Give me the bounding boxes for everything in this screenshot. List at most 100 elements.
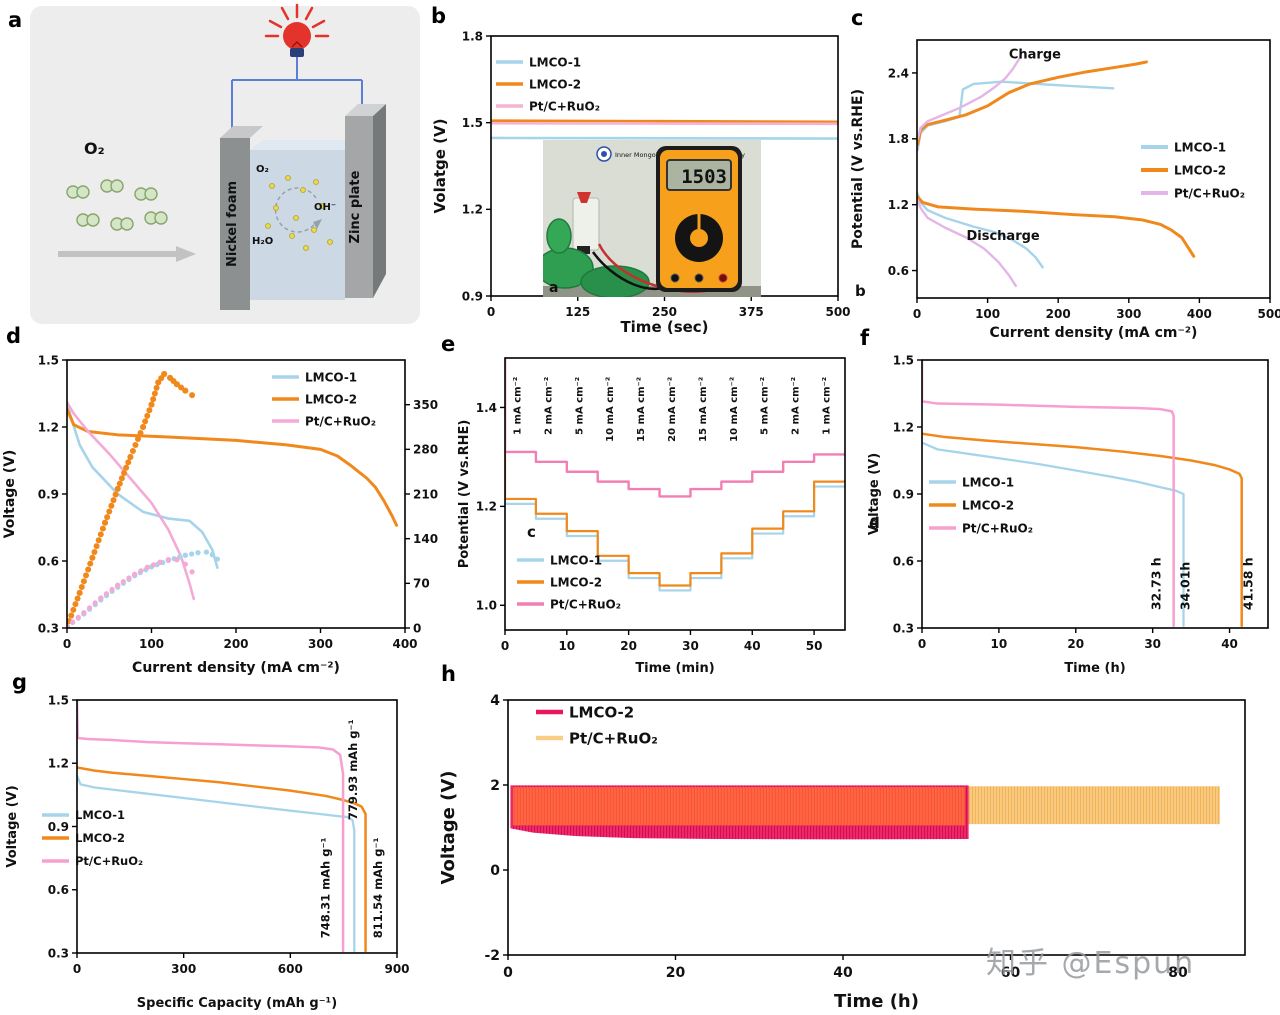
svg-text:41.58 h: 41.58 h	[1241, 557, 1256, 610]
svg-text:1 mA cm⁻²: 1 mA cm⁻²	[822, 377, 833, 435]
svg-text:100: 100	[139, 637, 164, 651]
svg-text:811.54 mAh g⁻¹: 811.54 mAh g⁻¹	[371, 837, 385, 938]
svg-text:LMCO-1: LMCO-1	[529, 55, 581, 69]
svg-text:210: 210	[413, 487, 438, 501]
svg-text:Voltage (V): Voltage (V)	[438, 771, 459, 885]
svg-text:300: 300	[1116, 307, 1141, 321]
svg-text:20 mA cm⁻²: 20 mA cm⁻²	[667, 377, 678, 442]
svg-text:30: 30	[682, 639, 699, 653]
svg-text:748.31 mAh g⁻¹: 748.31 mAh g⁻¹	[318, 837, 332, 938]
svg-text:100: 100	[975, 307, 1000, 321]
svg-text:1.8: 1.8	[888, 132, 909, 146]
svg-text:0.6: 0.6	[888, 264, 909, 278]
svg-text:500: 500	[1257, 307, 1280, 321]
chart-f: 0 10 20 30 40 0.3 0.6 0.9 1.2 1.5 Time (h) Voltage …	[867, 353, 1269, 676]
svg-text:b: b	[855, 282, 866, 300]
svg-text:Volatge (V): Volatge (V)	[431, 119, 449, 214]
svg-text:0: 0	[918, 637, 926, 651]
svg-text:0.3: 0.3	[48, 946, 69, 960]
svg-text:Potential (V vs.RHE): Potential (V vs.RHE)	[457, 420, 472, 569]
svg-text:1.2: 1.2	[476, 500, 497, 514]
svg-text:Pt/C+RuO₂: Pt/C+RuO₂	[305, 414, 376, 428]
h2o-label: H₂O	[252, 236, 273, 247]
svg-text:c: c	[527, 523, 536, 541]
svg-text:0: 0	[73, 962, 81, 976]
svg-text:2 mA cm⁻²: 2 mA cm⁻²	[791, 377, 802, 435]
svg-text:0.3: 0.3	[893, 621, 914, 635]
panel-label-e: e	[441, 332, 456, 356]
svg-text:50: 50	[806, 639, 823, 653]
test-battery	[572, 192, 600, 254]
svg-text:400: 400	[392, 637, 417, 651]
svg-text:375: 375	[739, 305, 764, 319]
svg-text:1 mA cm⁻²: 1 mA cm⁻²	[512, 377, 523, 435]
svg-text:1.5: 1.5	[462, 116, 483, 130]
svg-text:LMCO-2: LMCO-2	[1174, 163, 1226, 177]
svg-text:Specific Capacity (mAh g⁻¹): Specific Capacity (mAh g⁻¹)	[137, 996, 337, 1011]
svg-text:Pt/C+RuO₂: Pt/C+RuO₂	[569, 729, 658, 747]
svg-text:20: 20	[1067, 637, 1084, 651]
svg-text:Time (h): Time (h)	[834, 991, 919, 1012]
svg-text:Time (min): Time (min)	[635, 661, 714, 676]
svg-text:Current density (mA cm⁻²): Current density (mA cm⁻²)	[990, 325, 1198, 341]
svg-text:0.6: 0.6	[48, 883, 69, 897]
svg-text:0.6: 0.6	[893, 554, 914, 568]
svg-text:0.3: 0.3	[38, 621, 59, 635]
svg-text:32.73 h: 32.73 h	[1148, 557, 1163, 610]
svg-text:0: 0	[63, 637, 71, 651]
panel-label-a: a	[8, 8, 23, 32]
svg-text:200: 200	[1046, 307, 1071, 321]
circuit-wire	[231, 57, 363, 130]
svg-text:0: 0	[501, 639, 509, 653]
chart-g: 0 300 600 900 0.3 0.6 0.9 1.2 1.5 Specific Capaci…	[5, 693, 410, 1011]
svg-text:0: 0	[413, 621, 421, 635]
svg-text:LMCO-2: LMCO-2	[550, 575, 602, 589]
svg-text:20: 20	[620, 639, 637, 653]
svg-text:40: 40	[833, 965, 853, 981]
svg-text:1.2: 1.2	[893, 420, 914, 434]
svg-text:34.01h: 34.01h	[1178, 562, 1193, 610]
lightbulb-icon	[264, 3, 330, 57]
svg-text:1.0: 1.0	[476, 599, 497, 613]
svg-text:300: 300	[171, 962, 196, 976]
svg-text:1.2: 1.2	[48, 757, 69, 771]
svg-text:0.9: 0.9	[48, 820, 69, 834]
multimeter-photo-inset: Inner Mongolia University of Technology …	[543, 140, 761, 297]
svg-text:125: 125	[565, 305, 590, 319]
svg-text:400: 400	[1187, 307, 1212, 321]
svg-text:Pt/C+RuO₂: Pt/C+RuO₂	[75, 854, 143, 868]
oh-label: OH⁻	[314, 202, 336, 213]
svg-text:1.2: 1.2	[462, 203, 483, 217]
svg-text:15 mA cm⁻²: 15 mA cm⁻²	[636, 377, 647, 442]
svg-text:10: 10	[558, 639, 575, 653]
chart-c: 0 100 200 300 400 500 0.6 1.2 1.8 2.4 Current dens…	[850, 39, 1280, 341]
svg-text:10 mA cm⁻²: 10 mA cm⁻²	[605, 377, 616, 442]
zinc-plate: Zinc plate	[345, 104, 386, 298]
svg-text:LMCO-1: LMCO-1	[305, 370, 357, 384]
svg-text:Pt/C+RuO₂: Pt/C+RuO₂	[962, 521, 1033, 535]
svg-text:0: 0	[487, 305, 495, 319]
svg-text:0: 0	[503, 965, 513, 981]
svg-text:779.93 mAh g⁻¹: 779.93 mAh g⁻¹	[346, 719, 360, 820]
svg-text:LMCO-1: LMCO-1	[550, 553, 602, 567]
svg-text:LMCO-1: LMCO-1	[962, 475, 1014, 489]
svg-text:10 mA cm⁻²: 10 mA cm⁻²	[729, 377, 740, 442]
panel-label-h: h	[441, 662, 456, 686]
chart-d: 0 100 200 300 400 0.3 0.6 0.9 1.2 1.5 0 70 140 210 280…	[2, 353, 438, 676]
chart-e: 0 10 20 30 40 50 1.0 1.2 1.4 Time (min) Potential …	[457, 357, 846, 676]
svg-text:Pt/C+RuO₂: Pt/C+RuO₂	[1174, 186, 1245, 200]
svg-text:1.5: 1.5	[893, 353, 914, 367]
svg-text:LMCO-2: LMCO-2	[75, 831, 125, 845]
flow-arrow-icon	[58, 246, 196, 262]
o2-inner-label: O₂	[256, 164, 269, 175]
svg-text:70: 70	[413, 577, 430, 591]
svg-text:0.9: 0.9	[893, 487, 914, 501]
svg-text:2 mA cm⁻²: 2 mA cm⁻²	[543, 377, 554, 435]
svg-text:Voltage (V): Voltage (V)	[5, 785, 20, 867]
svg-text:Charge: Charge	[1009, 48, 1061, 63]
svg-text:1.2: 1.2	[888, 198, 909, 212]
svg-text:LMCO-2: LMCO-2	[529, 77, 581, 91]
zinc-plate-label: Zinc plate	[348, 170, 363, 243]
svg-text:900: 900	[384, 962, 409, 976]
